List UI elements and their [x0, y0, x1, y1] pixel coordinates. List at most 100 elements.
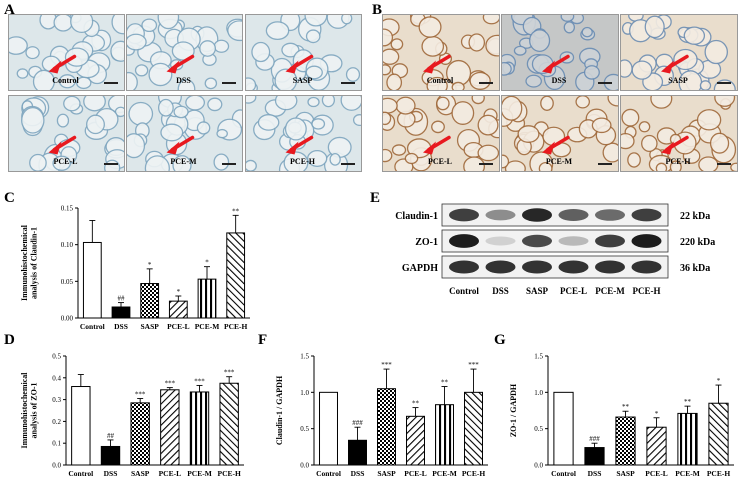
- blot-kda-label: 22 kDa: [680, 211, 710, 222]
- bar: [130, 402, 150, 466]
- bar: [615, 416, 636, 466]
- blot-band: [558, 236, 589, 246]
- x-tick-label: Control: [80, 322, 105, 331]
- panel-label-d: D: [4, 332, 15, 348]
- x-tick-label: PCE-M: [432, 469, 457, 478]
- x-tick-label: PCE-L: [159, 469, 182, 478]
- x-tick-label: PCE-L: [404, 469, 427, 478]
- x-tick-label: Control: [551, 469, 576, 478]
- significance-label: ##: [118, 295, 126, 303]
- bar: [646, 426, 667, 466]
- micrograph-control: [382, 14, 500, 91]
- bar: [197, 278, 217, 319]
- y-axis-label: ZO-1 / GAPDH: [509, 383, 518, 437]
- micrograph-caption: PCE-L: [428, 157, 452, 166]
- x-tick-label: DSS: [351, 469, 365, 478]
- bar: [82, 241, 102, 319]
- chart-zo1-gapdh: ZO-1 / GAPDH 0.0 0.5 1.0 1.5 Control ### DSS ** S…: [490, 338, 748, 483]
- x-tick-label: Control: [68, 469, 93, 478]
- micrograph-caption: PCE-M: [170, 157, 197, 166]
- x-tick-label: PCE-H: [707, 469, 730, 478]
- blot-kda-label: 220 kDa: [680, 237, 715, 248]
- y-tick-label: 0.5: [52, 353, 61, 361]
- blot-lane-label: DSS: [492, 286, 509, 296]
- y-tick-label: 1.5: [300, 353, 309, 361]
- significance-label: *: [205, 259, 209, 267]
- blot-band: [522, 208, 552, 222]
- x-tick-label: PCE-H: [217, 469, 240, 478]
- y-tick-label: 0.3: [52, 396, 61, 404]
- blot-band: [449, 234, 479, 248]
- y-tick-label: 0.0: [534, 462, 543, 470]
- blot-band: [558, 209, 589, 221]
- significance-label: *: [655, 410, 659, 418]
- panel-label-c: C: [4, 190, 15, 206]
- bar: [708, 402, 729, 466]
- bar: [168, 300, 188, 319]
- bar: [677, 412, 698, 466]
- chart-claudin-ihc: Immunohistochemicalanalysis of Claudin-1…: [0, 196, 370, 336]
- panel-label-b: B: [372, 2, 383, 18]
- y-tick-label: 1.0: [300, 389, 309, 397]
- x-tick-label: DSS: [114, 322, 128, 331]
- y-axis-label: Immunohistochemicalanalysis of ZO-1: [20, 372, 39, 449]
- significance-label: ***: [468, 361, 479, 369]
- panel-label-g: G: [494, 332, 506, 348]
- bar: [348, 439, 367, 466]
- blot-band: [485, 209, 516, 221]
- bar: [111, 306, 131, 319]
- x-tick-label: DSS: [588, 469, 602, 478]
- chart-claudin-gapdh: Claudin-1 / GAPDH 0.0 0.5 1.0 1.5 Control ### D…: [254, 338, 494, 483]
- y-axis-label: Immunohistochemicalanalysis of Claudin-1: [20, 224, 39, 301]
- micrograph-control: [8, 14, 125, 91]
- micrograph-caption: SASP: [292, 76, 313, 85]
- x-tick-label: SASP: [377, 469, 396, 478]
- micrograph-sasp: [245, 14, 362, 91]
- x-tick-label: PCE-M: [187, 469, 212, 478]
- blot-lane-label: PCE-H: [633, 286, 661, 296]
- micrograph-caption: DSS: [551, 76, 567, 85]
- bar: [100, 445, 121, 466]
- significance-label: **: [412, 400, 420, 408]
- micrograph-caption: Control: [426, 76, 454, 85]
- y-tick-label: 0.2: [52, 418, 61, 426]
- x-tick-label: Control: [316, 469, 341, 478]
- significance-label: ***: [381, 361, 392, 369]
- panel-label-e: E: [370, 190, 381, 206]
- blot-row-label: ZO-1: [415, 237, 438, 248]
- blot-row-label: Claudin-1: [395, 211, 438, 222]
- blot-band: [522, 260, 552, 274]
- significance-label: *: [148, 261, 152, 269]
- blot-band: [595, 234, 625, 248]
- significance-label: **: [441, 379, 449, 387]
- blot-row-label: GAPDH: [402, 263, 438, 274]
- blot-row-zo-1: ZO-1 220 kDa: [415, 229, 715, 253]
- x-tick-label: SASP: [140, 322, 159, 331]
- bar: [189, 391, 210, 466]
- bar: [435, 404, 454, 466]
- blot-band: [631, 208, 662, 222]
- micrograph-sasp: [620, 14, 738, 91]
- micrograph-caption: DSS: [176, 76, 191, 85]
- x-tick-label: SASP: [131, 469, 150, 478]
- micrograph-pce-l: [8, 95, 125, 172]
- x-tick-label: DSS: [104, 469, 118, 478]
- x-tick-label: PCE-H: [462, 469, 485, 478]
- blot-lane-label: PCE-L: [560, 286, 587, 296]
- significance-label: ***: [135, 391, 146, 399]
- x-tick-label: PCE-H: [224, 322, 247, 331]
- micrograph-caption: PCE-M: [545, 157, 573, 166]
- micrograph-caption: PCE-H: [290, 157, 315, 166]
- bar: [584, 447, 605, 466]
- y-tick-label: 0.5: [300, 425, 309, 433]
- bar: [160, 389, 180, 466]
- micrograph-pce-m: [501, 95, 619, 172]
- y-tick-label: 0.00: [61, 315, 74, 323]
- blot-band: [631, 234, 662, 248]
- blot-band: [595, 260, 625, 274]
- micrograph-pce-l: [382, 95, 500, 172]
- micrograph-pce-m: [126, 95, 243, 172]
- y-tick-label: 1.0: [534, 389, 543, 397]
- panel-label-a: A: [4, 2, 15, 18]
- y-tick-label: 1.5: [534, 353, 543, 361]
